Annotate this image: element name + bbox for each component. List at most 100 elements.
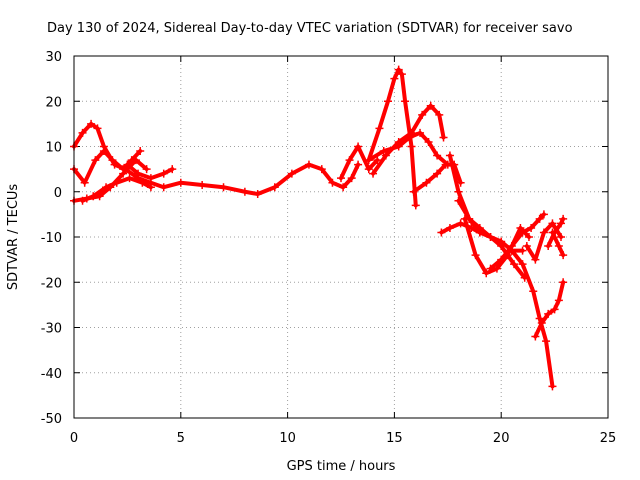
- data-point: [317, 165, 326, 174]
- data-point: [554, 296, 563, 305]
- data-point: [304, 160, 313, 169]
- data-point: [142, 165, 151, 174]
- data-point: [482, 269, 491, 278]
- data-point: [548, 219, 557, 228]
- y-tick-label: -10: [41, 231, 62, 246]
- data-point: [159, 183, 168, 192]
- data-point: [99, 147, 108, 156]
- data-point: [507, 246, 516, 255]
- series-track-9: [364, 128, 452, 169]
- data-point: [125, 174, 134, 183]
- data-point: [424, 137, 433, 146]
- y-tick-label: -40: [41, 367, 62, 382]
- data-point: [405, 133, 414, 142]
- data-point: [253, 190, 262, 199]
- data-point: [364, 165, 373, 174]
- data-series: [70, 65, 568, 391]
- y-axis-label: SDTVAR / TECUs: [6, 184, 21, 291]
- series-track-10: [409, 160, 465, 196]
- data-point: [456, 219, 465, 228]
- data-point: [497, 242, 506, 251]
- data-point: [369, 169, 378, 178]
- y-tick-label: 20: [45, 95, 62, 110]
- data-point: [219, 183, 228, 192]
- data-point: [435, 110, 444, 119]
- data-point: [544, 242, 553, 251]
- x-tick-label: 25: [600, 431, 617, 446]
- data-point: [518, 260, 527, 269]
- data-point: [390, 74, 399, 83]
- data-point: [134, 169, 143, 178]
- y-tick-label: 0: [54, 186, 62, 201]
- y-tick-label: 10: [45, 141, 62, 156]
- data-point: [471, 251, 480, 260]
- data-point: [407, 142, 416, 151]
- data-point: [524, 233, 533, 241]
- series-line: [411, 162, 463, 194]
- data-point: [559, 251, 568, 260]
- data-point: [411, 201, 420, 210]
- data-point: [516, 223, 525, 232]
- x-tick-label: 10: [279, 431, 296, 446]
- data-point: [433, 169, 442, 178]
- data-point: [138, 178, 147, 187]
- data-point: [381, 151, 390, 160]
- data-point: [439, 133, 448, 142]
- plot-frame: [73, 55, 609, 419]
- data-point: [347, 174, 356, 183]
- y-tick-label: -20: [41, 276, 62, 291]
- data-point: [460, 214, 469, 223]
- data-point: [550, 305, 559, 314]
- series-line: [546, 216, 566, 249]
- data-point: [539, 228, 548, 237]
- data-point: [539, 210, 548, 219]
- x-tick-label: 5: [177, 431, 185, 446]
- data-point: [80, 178, 89, 187]
- data-point: [529, 287, 538, 296]
- data-point: [445, 223, 454, 232]
- data-point: [522, 242, 531, 251]
- data-point: [78, 128, 87, 137]
- data-point: [559, 214, 568, 223]
- data-point: [441, 160, 450, 169]
- data-point: [354, 142, 363, 151]
- series-track-4: [78, 174, 155, 205]
- data-point: [146, 183, 155, 192]
- data-point: [119, 169, 128, 178]
- data-point: [91, 156, 100, 165]
- data-point: [548, 382, 557, 391]
- series-track-6: [337, 142, 382, 183]
- data-point: [146, 174, 155, 183]
- data-point: [379, 147, 388, 156]
- data-point: [364, 156, 373, 165]
- axis-ticks: 0 5 10 15 20 25 -50 -40 -30 -20 -10 0 10 20 30: [41, 50, 617, 446]
- data-point: [531, 332, 540, 341]
- data-point: [339, 183, 348, 192]
- y-tick-label: 30: [45, 50, 62, 65]
- data-point: [535, 314, 544, 323]
- data-point: [454, 196, 463, 205]
- data-point: [542, 337, 551, 346]
- data-point: [531, 255, 540, 264]
- data-point: [240, 187, 249, 196]
- series-track-14: [437, 219, 484, 237]
- data-point: [544, 309, 553, 318]
- data-point: [518, 228, 527, 237]
- data-point: [89, 192, 98, 201]
- series-line: [72, 149, 143, 185]
- data-point: [409, 187, 418, 196]
- series-track-12: [454, 196, 529, 282]
- data-point: [102, 183, 111, 192]
- data-point: [527, 223, 536, 232]
- data-point: [87, 119, 96, 128]
- data-point: [394, 65, 403, 74]
- data-point: [198, 180, 207, 189]
- data-point: [401, 97, 410, 106]
- data-point: [422, 178, 431, 187]
- series-track-20: [548, 228, 568, 260]
- chart-title: Day 130 of 2024, Sidereal Day-to-day VTE…: [47, 21, 573, 36]
- data-point: [354, 160, 363, 169]
- series-line: [371, 103, 446, 176]
- data-point: [270, 183, 279, 192]
